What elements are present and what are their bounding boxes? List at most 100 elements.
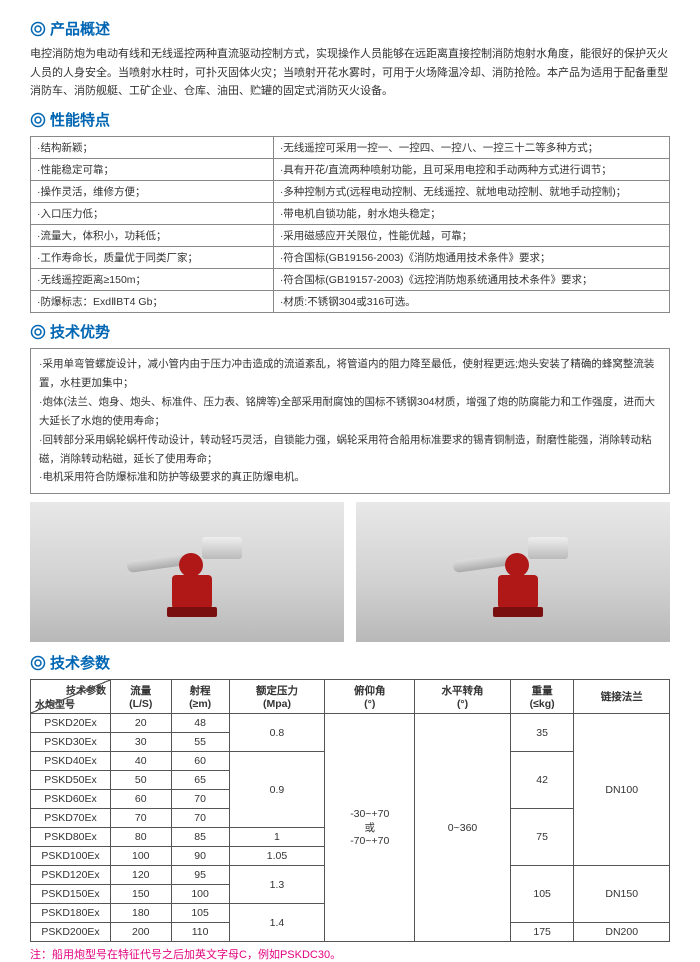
param-cell: 80 — [111, 828, 172, 847]
table-row: ·工作寿命长，质量优于同类厂家；·符合国标(GB19156-2003)《消防炮通… — [31, 247, 670, 269]
param-cell: DN150 — [574, 866, 670, 923]
param-cell: 70 — [171, 790, 229, 809]
table-row: PSKD20Ex20480.8-30~+70或-70~+700~36035DN1… — [31, 714, 670, 733]
advantage-line: ·采用单弯管螺旋设计，减小管内由于压力冲击造成的流道紊乱，将管道内的阻力降至最低… — [39, 355, 661, 393]
param-cell: PSKD80Ex — [31, 828, 111, 847]
param-cell: 30 — [111, 733, 172, 752]
param-cell: DN200 — [574, 923, 670, 942]
feature-cell: ·入口压力低； — [31, 203, 274, 225]
param-cell: 60 — [171, 752, 229, 771]
params-table: 技术参数 水炮型号 流量(L/S) 射程(≥m) 额定压力(Mpa) 俯仰角(°… — [30, 679, 670, 942]
param-cell: 0.9 — [229, 752, 324, 828]
param-cell: 1.3 — [229, 866, 324, 904]
param-cell: 20 — [111, 714, 172, 733]
feature-cell: ·带电机自锁功能，射水炮头稳定； — [273, 203, 669, 225]
advantages-title-text: 技术优势 — [50, 321, 110, 342]
param-cell: 70 — [171, 809, 229, 828]
param-cell: 150 — [111, 885, 172, 904]
param-cell: PSKD70Ex — [31, 809, 111, 828]
overview-paragraph: 电控消防炮为电动有线和无线遥控两种直流驱动控制方式，实现操作人员能够在远距离直接… — [30, 45, 670, 101]
feature-cell: ·操作灵活，维修方便； — [31, 181, 274, 203]
col-weight: 重量(≤kg) — [510, 680, 574, 714]
param-cell: 60 — [111, 790, 172, 809]
feature-cell: ·流量大，体积小，功耗低； — [31, 225, 274, 247]
advantages-box: ·采用单弯管螺旋设计，减小管内由于压力冲击造成的流道紊乱，将管道内的阻力降至最低… — [30, 348, 670, 494]
feature-cell: ·具有开花/直流两种喷射功能，且可采用电控和手动两种方式进行调节； — [273, 159, 669, 181]
product-image-2 — [356, 502, 670, 642]
section-title-overview: 产品概述 — [30, 18, 670, 39]
feature-cell: ·符合国标(GB19157-2003)《远控消防炮系统通用技术条件》要求； — [273, 269, 669, 291]
feature-cell: ·结构新颖； — [31, 137, 274, 159]
features-table: ·结构新颖；·无线遥控可采用一控一、一控四、一控八、一控三十二等多种方式；·性能… — [30, 136, 670, 313]
col-flow: 流量(L/S) — [111, 680, 172, 714]
target-icon — [30, 21, 46, 37]
param-cell: PSKD20Ex — [31, 714, 111, 733]
col-rotate: 水平转角(°) — [415, 680, 510, 714]
advantage-line: ·回转部分采用蜗轮蜗杆传动设计，转动轻巧灵活，自锁能力强，蜗轮采用符合船用标准要… — [39, 431, 661, 469]
param-cell: PSKD50Ex — [31, 771, 111, 790]
param-cell: PSKD30Ex — [31, 733, 111, 752]
feature-cell: ·工作寿命长，质量优于同类厂家； — [31, 247, 274, 269]
param-cell: 105 — [510, 866, 574, 923]
feature-cell: ·性能稳定可靠； — [31, 159, 274, 181]
col-range: 射程(≥m) — [171, 680, 229, 714]
param-cell: 110 — [171, 923, 229, 942]
table-row: ·无线遥控距离≥150m；·符合国标(GB19157-2003)《远控消防炮系统… — [31, 269, 670, 291]
param-cell: 1.05 — [229, 847, 324, 866]
param-cell: 100 — [111, 847, 172, 866]
diag-top: 技术参数 — [66, 682, 106, 697]
table-row: ·防爆标志：ExdⅡBT4 Gb；·材质:不锈钢304或316可选。 — [31, 291, 670, 313]
param-cell: 75 — [510, 809, 574, 866]
param-cell: 95 — [171, 866, 229, 885]
param-cell: PSKD120Ex — [31, 866, 111, 885]
param-cell: PSKD200Ex — [31, 923, 111, 942]
table-row: ·结构新颖；·无线遥控可采用一控一、一控四、一控八、一控三十二等多种方式； — [31, 137, 670, 159]
feature-cell: ·采用磁感应开关限位，性能优越，可靠； — [273, 225, 669, 247]
section-title-features: 性能特点 — [30, 109, 670, 130]
param-cell: PSKD60Ex — [31, 790, 111, 809]
params-title-text: 技术参数 — [50, 652, 110, 673]
param-cell: DN100 — [574, 714, 670, 866]
param-cell: 55 — [171, 733, 229, 752]
product-images-row — [30, 502, 670, 642]
advantage-line: ·炮体(法兰、炮身、炮头、标准件、压力表、铭牌等)全部采用耐腐蚀的国标不锈钢30… — [39, 393, 661, 431]
param-cell: 1 — [229, 828, 324, 847]
table-row: ·操作灵活，维修方便；·多种控制方式(远程电动控制、无线遥控、就地电动控制、就地… — [31, 181, 670, 203]
param-cell: 85 — [171, 828, 229, 847]
col-flange: 链接法兰 — [574, 680, 670, 714]
param-cell: PSKD40Ex — [31, 752, 111, 771]
feature-cell: ·无线遥控可采用一控一、一控四、一控八、一控三十二等多种方式； — [273, 137, 669, 159]
param-cell: PSKD150Ex — [31, 885, 111, 904]
target-icon — [30, 324, 46, 340]
table-row: ·入口压力低；·带电机自锁功能，射水炮头稳定； — [31, 203, 670, 225]
note-text: 注：船用炮型号在特征代号之后加英文字母C，例如PSKDC30。 — [30, 946, 670, 962]
product-image-1 — [30, 502, 344, 642]
diag-header: 技术参数 水炮型号 — [31, 680, 111, 714]
param-cell: 35 — [510, 714, 574, 752]
param-cell: 100 — [171, 885, 229, 904]
feature-cell: ·材质:不锈钢304或316可选。 — [273, 291, 669, 313]
param-cell: 50 — [111, 771, 172, 790]
feature-cell: ·防爆标志：ExdⅡBT4 Gb； — [31, 291, 274, 313]
cannon-illustration — [443, 527, 583, 617]
feature-cell: ·多种控制方式(远程电动控制、无线遥控、就地电动控制、就地手动控制)； — [273, 181, 669, 203]
overview-title-text: 产品概述 — [50, 18, 110, 39]
target-icon — [30, 112, 46, 128]
param-cell: 120 — [111, 866, 172, 885]
cannon-illustration — [117, 527, 257, 617]
table-row: ·流量大，体积小，功耗低；·采用磁感应开关限位，性能优越，可靠； — [31, 225, 670, 247]
param-cell: 0.8 — [229, 714, 324, 752]
diag-bottom: 水炮型号 — [35, 696, 75, 711]
param-cell: 200 — [111, 923, 172, 942]
param-cell: 65 — [171, 771, 229, 790]
param-cell: 70 — [111, 809, 172, 828]
param-cell: 180 — [111, 904, 172, 923]
section-title-advantages: 技术优势 — [30, 321, 670, 342]
param-cell: 175 — [510, 923, 574, 942]
param-cell: PSKD180Ex — [31, 904, 111, 923]
table-row: ·性能稳定可靠；·具有开花/直流两种喷射功能，且可采用电控和手动两种方式进行调节… — [31, 159, 670, 181]
param-cell: 0~360 — [415, 714, 510, 942]
advantage-line: ·电机采用符合防爆标准和防护等级要求的真正防爆电机。 — [39, 468, 661, 487]
param-cell: 40 — [111, 752, 172, 771]
param-cell: 105 — [171, 904, 229, 923]
